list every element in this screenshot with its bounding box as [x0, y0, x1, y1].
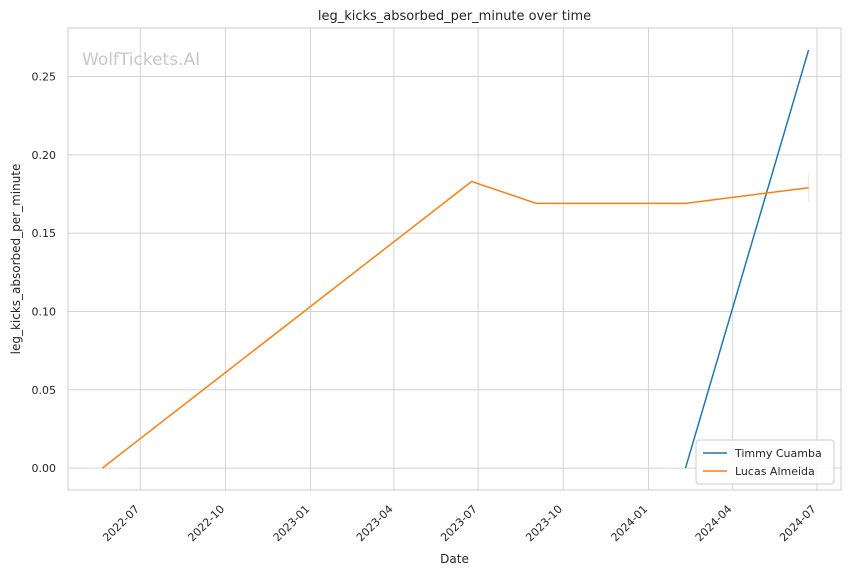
x-tick-label: 2022-07: [100, 503, 142, 545]
x-tick-label: 2024-07: [777, 503, 819, 545]
grid: [68, 28, 841, 490]
watermark: WolfTickets.AI: [82, 50, 200, 70]
x-axis-label: Date: [440, 552, 469, 566]
legend: Timmy Cuamba Lucas Almeida: [695, 439, 835, 485]
y-axis: 0.00 0.05 0.10 0.15 0.20 0.25: [32, 71, 57, 476]
y-tick-label: 0.25: [32, 71, 57, 84]
x-tick-label: 2023-01: [271, 503, 313, 545]
x-tick-label: 2024-04: [693, 503, 735, 545]
legend-box: [695, 439, 835, 485]
series-layer: [101, 49, 810, 469]
x-tick-label: 2023-04: [354, 503, 396, 545]
plot-area-frame: [67, 27, 842, 491]
y-tick-label: 0.15: [32, 227, 57, 240]
chart-title: leg_kicks_absorbed_per_minute over time: [318, 9, 591, 24]
x-tick-label: 2023-10: [523, 503, 565, 545]
x-tick-label: 2023-07: [438, 503, 480, 545]
x-axis: 2022-07 2022-10 2023-01 2023-04 2023-07 2023-…: [100, 503, 818, 545]
x-tick-label: 2024-01: [609, 503, 651, 545]
y-axis-label: leg_kicks_absorbed_per_minute: [9, 164, 23, 355]
y-tick-label: 0.10: [32, 305, 57, 318]
legend-label: Lucas Almeida: [735, 465, 815, 478]
series-line-1: [101, 180, 809, 469]
y-tick-label: 0.05: [32, 384, 57, 397]
x-tick-label: 2022-10: [185, 503, 227, 545]
legend-label: Timmy Cuamba: [734, 447, 822, 460]
series-line-0: [684, 49, 810, 469]
y-tick-label: 0.00: [32, 462, 57, 475]
y-tick-label: 0.20: [32, 149, 57, 162]
